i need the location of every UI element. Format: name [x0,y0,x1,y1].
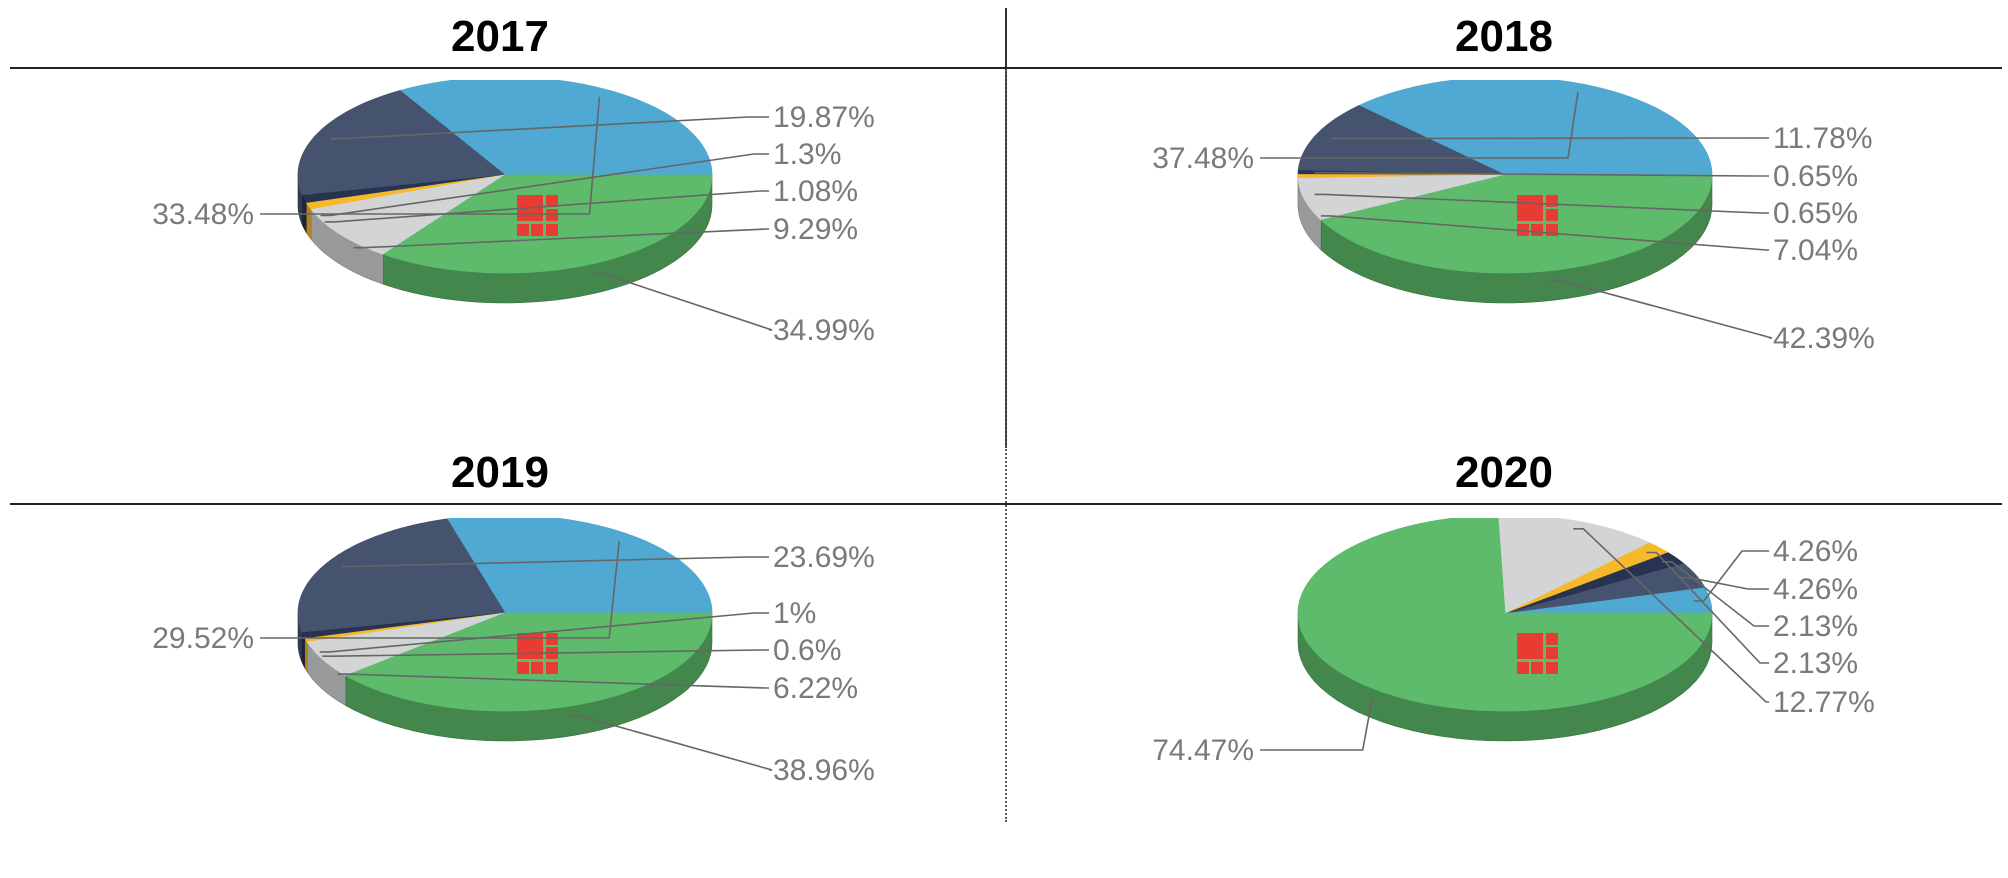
pie-side-3 [305,639,307,673]
pie-chart-2019: 29.52% 23.69% 1% 0.6% 6.22% 38.96% [0,518,1000,878]
pie-svg-2020: 4.26% 4.26% 2.13% 2.13% 12.77% 74.47% [1000,518,2000,838]
middle-rule [10,503,2002,505]
logo-icon [1517,195,1558,236]
data-label-0: 37.48% [1152,142,1254,175]
data-label-1: 19.87% [773,101,875,134]
data-label-5: 74.47% [1152,734,1254,767]
pie-slices [1298,518,1712,711]
data-label-3: 0.65% [1773,197,1858,230]
data-label-4: 7.04% [1773,234,1858,267]
data-label-0: 4.26% [1773,535,1858,568]
data-label-5: 34.99% [773,314,875,347]
data-label-2: 0.65% [1773,160,1858,193]
data-label-4: 6.22% [773,672,858,705]
data-label-4: 12.77% [1773,686,1875,719]
pie-slices [1298,80,1712,273]
pie-chart-2017: 33.48% 19.87% 1.3% 1.08% 9.29% 34.99% [0,80,1000,440]
data-label-3: 2.13% [1773,647,1858,680]
logo-icon [517,195,558,236]
pie-slices [298,518,712,711]
data-label-1: 11.78% [1773,122,1873,155]
leader-line-1 [1331,138,1769,139]
data-label-4: 9.29% [773,213,858,246]
pie-svg-2017: 33.48% 19.87% 1.3% 1.08% 9.29% 34.99% [0,80,1000,440]
logo-icon [1517,633,1558,674]
data-label-3: 1.08% [773,175,858,208]
data-label-0: 33.48% [152,198,254,231]
data-label-5: 38.96% [773,754,875,787]
data-label-2: 1% [773,597,816,630]
pie-slices [298,80,712,273]
data-label-3: 0.6% [773,634,841,667]
chart-title-2020: 2020 [1004,448,2004,498]
pie-svg-2019: 29.52% 23.69% 1% 0.6% 6.22% 38.96% [0,518,1000,838]
data-label-5: 42.39% [1773,322,1875,355]
data-label-0: 29.52% [152,622,254,655]
pie-svg-2018: 37.48% 11.78% 0.65% 0.65% 7.04% 42.39% [1000,80,2000,440]
chart-title-2017: 2017 [0,12,1000,62]
data-label-1: 4.26% [1773,573,1858,606]
chart-title-2018: 2018 [1004,12,2004,62]
top-rule [10,67,2002,69]
data-label-2: 1.3% [773,138,841,171]
pie-chart-2020: 4.26% 4.26% 2.13% 2.13% 12.77% 74.47% [1000,518,2000,878]
data-label-1: 23.69% [773,541,875,574]
data-label-2: 2.13% [1773,610,1858,643]
chart-title-2019: 2019 [0,448,1000,498]
pie-chart-2018: 37.48% 11.78% 0.65% 0.65% 7.04% 42.39% [1000,80,2000,440]
